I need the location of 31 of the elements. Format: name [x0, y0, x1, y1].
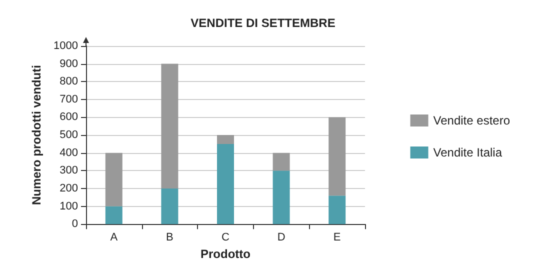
x-tick-label: C [222, 232, 230, 244]
x-tick-label: D [277, 232, 286, 244]
x-axis-title: Prodotto [200, 247, 250, 261]
bar [161, 64, 178, 188]
bar [217, 135, 234, 144]
bar [217, 144, 234, 224]
y-tick-label: 1000 [54, 40, 78, 52]
y-tick-label: 200 [60, 182, 78, 194]
bar [105, 206, 122, 224]
bar [161, 188, 178, 224]
y-tick-label: 700 [60, 93, 78, 106]
chart-title: VENDITE DI SETTEMBRE [190, 16, 336, 30]
y-tick-label: 600 [60, 111, 78, 124]
y-tick-label: 300 [60, 164, 78, 177]
y-tick-label: 900 [60, 58, 78, 70]
bar [272, 152, 290, 171]
y-axis-title: Numero prodotti venduti [30, 65, 44, 206]
y-tick-label: 100 [60, 200, 78, 212]
legend-label: Vendite Italia [433, 146, 502, 160]
y-tick-label: 800 [60, 76, 78, 88]
y-tick-label: 400 [60, 146, 78, 159]
bar [272, 170, 290, 224]
x-tick-label: A [110, 232, 118, 244]
y-tick-label: 500 [60, 129, 78, 142]
bar [328, 117, 346, 196]
legend-label: Vendite estero [433, 114, 510, 128]
bar [328, 196, 346, 224]
y-tick-label: 0 [72, 218, 78, 230]
x-tick-label: B [166, 232, 174, 244]
x-tick-label: E [333, 232, 341, 244]
bar [105, 152, 122, 206]
